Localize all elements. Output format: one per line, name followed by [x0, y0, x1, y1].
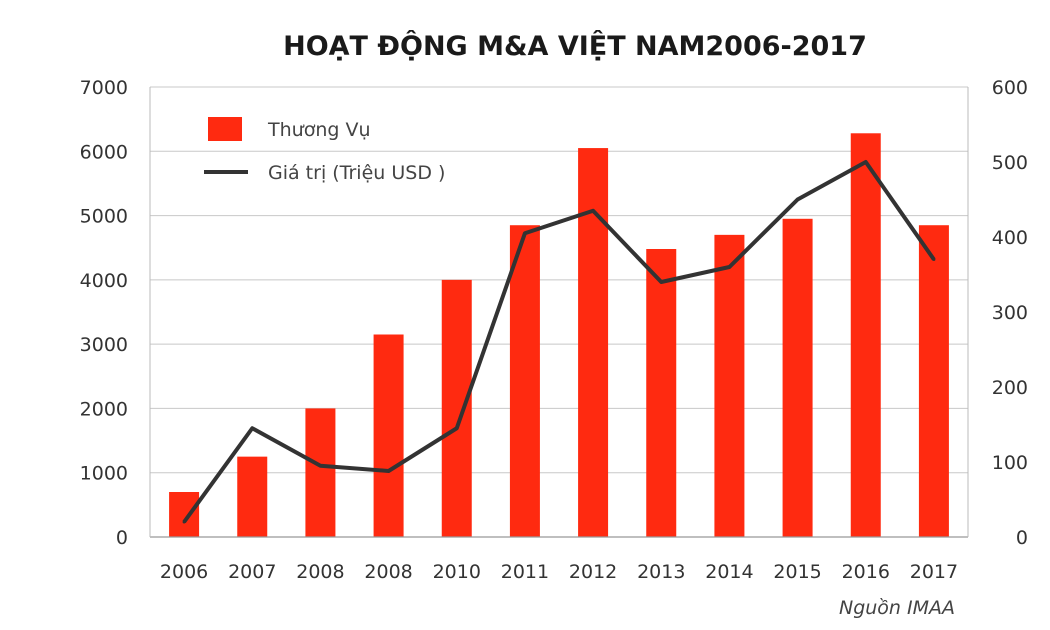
legend-bar-swatch	[208, 117, 242, 141]
bar	[509, 225, 540, 537]
x-tick-label: 2017	[910, 561, 958, 583]
bar	[850, 133, 881, 538]
bar	[646, 249, 677, 537]
bar	[578, 148, 609, 538]
y-left-tick-label: 1000	[80, 463, 128, 485]
y-left-tick-label: 5000	[80, 206, 128, 228]
x-tick-labels: 2006 2007 2008 2008 2010 2011 2012 2013 2014 2015…	[160, 561, 958, 583]
x-tick-label: 2007	[228, 561, 276, 583]
x-tick-label: 2011	[501, 561, 549, 583]
line-point	[659, 280, 663, 284]
line-point	[932, 258, 936, 261]
y-left-tick-label: 6000	[80, 141, 128, 163]
x-tick-label: 2016	[842, 561, 890, 583]
source-note: Nguồn IMAA	[839, 597, 955, 619]
bar	[237, 456, 268, 537]
bar	[305, 408, 336, 537]
y-left-tick-label: 2000	[80, 398, 128, 420]
bar	[714, 234, 745, 537]
bar	[918, 225, 949, 537]
x-tick-label: 2008	[364, 561, 412, 583]
legend-line-label: Giá trị (Triệu USD )	[268, 162, 445, 184]
y-left-tick-labels: 0 1000 2000 3000 4000 5000 6000 7000	[80, 77, 128, 549]
axes	[149, 87, 969, 538]
y-left-tick-label: 0	[116, 527, 128, 549]
x-tick-label: 2015	[773, 561, 821, 583]
bar	[441, 279, 472, 537]
bar-series	[169, 133, 949, 538]
y-right-tick-label: 300	[992, 302, 1028, 324]
line-point	[523, 231, 527, 235]
line-point	[591, 209, 595, 213]
bar	[373, 334, 404, 537]
line-point	[455, 426, 459, 430]
line-point	[796, 198, 800, 201]
x-tick-label: 2008	[296, 561, 344, 583]
bar	[782, 218, 813, 538]
x-tick-label: 2013	[637, 561, 685, 583]
line-point	[387, 469, 391, 473]
y-left-tick-label: 4000	[80, 270, 128, 292]
line-point	[727, 265, 731, 269]
y-left-tick-label: 3000	[80, 334, 128, 356]
bar	[169, 492, 200, 537]
gridlines	[150, 86, 968, 538]
y-right-tick-labels: 0 100 200 300 400 500 600	[992, 77, 1028, 549]
y-right-tick-label: 100	[992, 452, 1028, 474]
line-point	[864, 160, 868, 164]
legend: Thương Vụ Giá trị (Triệu USD )	[204, 117, 445, 184]
x-tick-label: 2012	[569, 561, 617, 583]
x-tick-label: 2010	[433, 561, 481, 583]
y-right-tick-label: 0	[1016, 527, 1028, 549]
legend-bar-label: Thương Vụ	[267, 119, 371, 141]
y-right-tick-label: 200	[992, 377, 1028, 399]
line-point	[250, 426, 254, 430]
x-tick-label: 2006	[160, 561, 208, 583]
line-point	[318, 464, 322, 468]
y-right-tick-label: 400	[992, 227, 1028, 249]
line-point	[182, 520, 186, 524]
y-right-tick-label: 600	[992, 77, 1028, 99]
y-right-tick-label: 500	[992, 152, 1028, 174]
y-left-tick-label: 7000	[80, 77, 128, 99]
line-series	[182, 160, 936, 524]
chart-title: HOẠT ĐỘNG M&A VIỆT NAM2006-2017	[283, 30, 867, 62]
line-path	[182, 160, 936, 524]
x-tick-label: 2014	[705, 561, 753, 583]
